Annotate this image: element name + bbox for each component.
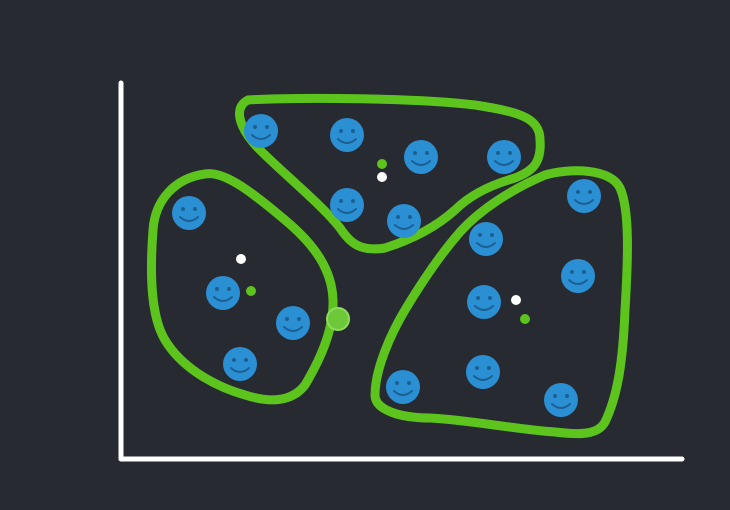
cluster-outlines bbox=[146, 93, 632, 439]
centroid-old-right bbox=[511, 295, 521, 305]
smiley-face-icon bbox=[223, 347, 257, 381]
smiley-face-icon bbox=[387, 204, 421, 238]
smiley-face-icon bbox=[244, 114, 278, 148]
centroid-old-left bbox=[236, 254, 246, 264]
smiley-face-icon bbox=[487, 140, 521, 174]
axes bbox=[118, 80, 685, 462]
smiley-face-icon bbox=[386, 370, 420, 404]
centroid-new-right bbox=[520, 314, 530, 324]
smiley-face-icon bbox=[206, 276, 240, 310]
smiley-face-icon bbox=[561, 259, 595, 293]
centroids bbox=[236, 159, 530, 324]
cluster-outline-left bbox=[146, 169, 338, 405]
smiley-face-icon bbox=[330, 118, 364, 152]
cluster-outline-top bbox=[235, 93, 545, 254]
smiley-face-icon bbox=[469, 222, 503, 256]
smiley-face-icon bbox=[567, 179, 601, 213]
centroid-new-left bbox=[246, 286, 256, 296]
smiley-face-icon bbox=[276, 306, 310, 340]
centroid-old-top bbox=[377, 172, 387, 182]
smiley-face-icon bbox=[404, 140, 438, 174]
smiley-face-icon bbox=[172, 196, 206, 230]
cluster-outline-right bbox=[370, 166, 632, 439]
smiley-face-icon bbox=[330, 188, 364, 222]
data-points bbox=[172, 114, 601, 417]
smiley-face-icon bbox=[544, 383, 578, 417]
smiley-face-icon bbox=[466, 355, 500, 389]
centroid-new-top bbox=[377, 159, 387, 169]
smiley-face-icon bbox=[467, 285, 501, 319]
ambiguous-point bbox=[326, 307, 350, 331]
